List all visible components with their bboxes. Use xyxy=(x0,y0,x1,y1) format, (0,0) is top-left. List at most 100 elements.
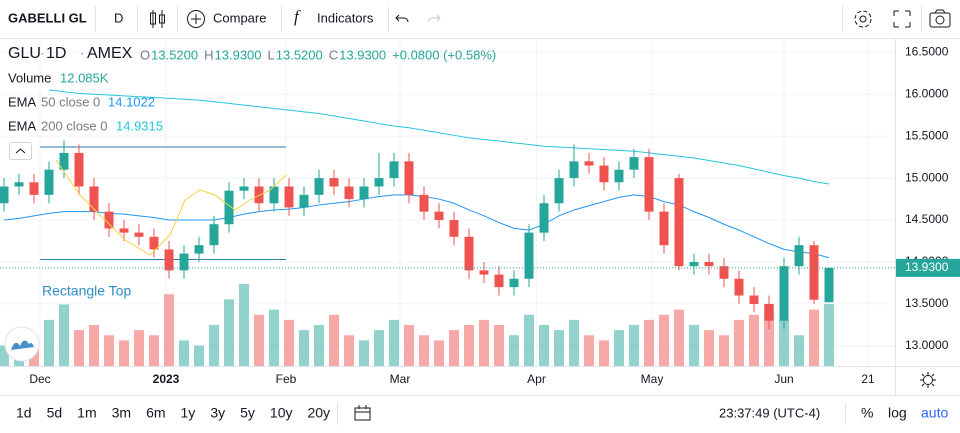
candle-body xyxy=(134,232,144,237)
candle-body xyxy=(704,261,714,267)
volume-bar xyxy=(674,309,684,366)
range-button[interactable]: 6m xyxy=(146,405,165,421)
volume-bar xyxy=(539,325,549,366)
undo-button[interactable] xyxy=(395,14,409,23)
candle-body xyxy=(374,178,384,187)
volume-bar xyxy=(254,314,264,366)
volume-bar xyxy=(404,325,414,366)
symbol-search[interactable]: GABELLI GL xyxy=(8,10,87,25)
volume-bar xyxy=(44,319,54,366)
fullscreen-button[interactable] xyxy=(893,10,911,28)
range-button[interactable]: 5d xyxy=(47,405,63,421)
percent-toggle[interactable]: % xyxy=(861,405,873,421)
volume-bar xyxy=(299,330,309,366)
ohlc-label: O xyxy=(140,47,150,62)
ohlc-label: H xyxy=(204,47,213,62)
range-button[interactable]: 3m xyxy=(112,405,131,421)
volume-bar xyxy=(479,319,489,366)
candle-body xyxy=(494,274,504,288)
study-value: 14.9315 xyxy=(116,118,163,133)
user-drawing xyxy=(55,159,287,256)
volume-bar xyxy=(284,319,294,366)
chart-type-button[interactable] xyxy=(150,10,165,28)
range-button[interactable]: 20y xyxy=(307,405,330,421)
candle-body xyxy=(599,165,609,183)
study-params: 200 close 0 xyxy=(41,118,108,133)
x-tick-label: Jun xyxy=(774,372,793,386)
volume-bar xyxy=(134,330,144,366)
candle-body xyxy=(629,157,639,170)
settings-button[interactable] xyxy=(854,10,872,28)
snapshot-button[interactable] xyxy=(929,9,951,28)
candle-body xyxy=(419,194,429,212)
indicators-button[interactable]: Indicators xyxy=(317,10,374,25)
y-tick-label: 14.5000 xyxy=(905,212,949,226)
range-button[interactable]: 5y xyxy=(240,405,255,421)
study-name: EMA xyxy=(8,118,37,133)
indicators-icon[interactable]: f xyxy=(294,7,301,26)
legend-exchange: AMEX xyxy=(87,45,133,62)
ema-line xyxy=(48,89,830,185)
volume-bar xyxy=(779,319,789,366)
candle-body xyxy=(104,211,114,229)
x-tick-label: Dec xyxy=(29,372,50,386)
volume-bar xyxy=(554,330,564,366)
x-tick-label: Feb xyxy=(276,372,297,386)
change-value: +0.0800 (+0.58%) xyxy=(392,47,496,62)
volume-bar xyxy=(764,304,774,366)
candle-body xyxy=(389,161,399,179)
ema-line xyxy=(3,194,830,259)
candle-body xyxy=(149,236,159,250)
candle-body xyxy=(284,186,294,208)
auto-toggle[interactable]: auto xyxy=(921,405,948,421)
rectangle-label: Rectangle Top xyxy=(42,283,131,299)
volume-bar xyxy=(524,314,534,366)
range-button[interactable]: 1m xyxy=(77,405,96,421)
range-button[interactable]: 3y xyxy=(210,405,225,421)
volume-bar xyxy=(734,319,744,366)
candle-body xyxy=(254,186,264,204)
range-button[interactable]: 10y xyxy=(270,405,293,421)
candle-body xyxy=(209,224,219,246)
candle-body xyxy=(224,190,234,225)
candle-body xyxy=(809,245,819,300)
range-button[interactable]: 1d xyxy=(16,405,32,421)
volume-bar xyxy=(59,304,69,366)
y-tick-label: 16.5000 xyxy=(905,44,949,58)
candle-body xyxy=(569,161,579,179)
x-tick-label: 2023 xyxy=(153,372,180,386)
candle-body xyxy=(719,266,729,279)
last-price-label: 13.9300 xyxy=(905,260,949,274)
volume-bar xyxy=(209,325,219,366)
axis-settings-button[interactable] xyxy=(920,372,936,388)
candle-body xyxy=(434,211,444,221)
volume-bar xyxy=(329,314,339,366)
volume-bar xyxy=(569,319,579,366)
study-value: 14.1022 xyxy=(108,94,155,109)
candle-body xyxy=(659,211,669,246)
volume-bar xyxy=(704,330,714,366)
y-tick-label: 15.0000 xyxy=(905,170,949,184)
candle-body xyxy=(614,169,624,183)
candle-body xyxy=(554,178,564,204)
y-tick-label: 15.5000 xyxy=(905,128,949,142)
candle-body xyxy=(644,157,654,212)
candle-body xyxy=(779,266,789,321)
volume-bar xyxy=(269,309,279,366)
compare-button[interactable]: Compare xyxy=(213,10,266,25)
log-toggle[interactable]: log xyxy=(888,405,907,421)
volume-bar xyxy=(419,335,429,366)
volume-bar xyxy=(194,345,204,366)
interval-button[interactable]: D xyxy=(114,10,123,25)
volume-bar xyxy=(0,345,9,366)
legend-collapse-button[interactable] xyxy=(9,142,32,160)
x-tick-label: May xyxy=(641,372,664,386)
candle-body xyxy=(14,182,24,187)
volume-bar xyxy=(449,330,459,366)
redo-button[interactable] xyxy=(427,14,441,23)
date-range-button[interactable] xyxy=(354,405,371,421)
compare-icon[interactable] xyxy=(187,10,205,28)
range-button[interactable]: 1y xyxy=(181,405,196,421)
x-tick-label: Mar xyxy=(390,372,411,386)
